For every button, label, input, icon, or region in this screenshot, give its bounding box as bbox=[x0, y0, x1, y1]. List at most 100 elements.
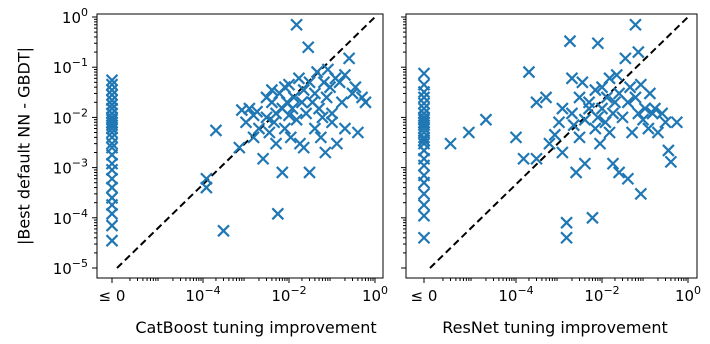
data-point bbox=[265, 83, 279, 97]
data-point bbox=[612, 166, 626, 179]
y-axis-label: |Best default NN - GBDT| bbox=[15, 47, 34, 245]
data-point bbox=[303, 166, 316, 179]
x-tick-label: 10−4 bbox=[185, 284, 220, 305]
data-point bbox=[105, 137, 119, 150]
data-point bbox=[105, 73, 119, 87]
data-point bbox=[260, 111, 273, 124]
data-point bbox=[556, 102, 569, 115]
data-point bbox=[263, 126, 276, 139]
data-point bbox=[308, 87, 322, 100]
x-tick-label-zero: ≤ 0 bbox=[99, 287, 126, 305]
data-point bbox=[247, 131, 260, 144]
data-point bbox=[301, 40, 315, 54]
data-point bbox=[256, 152, 270, 166]
data-point bbox=[563, 34, 577, 48]
data-point bbox=[284, 131, 298, 144]
data-point bbox=[349, 80, 362, 94]
data-point bbox=[509, 131, 523, 144]
data-point bbox=[297, 83, 311, 97]
data-point bbox=[209, 124, 223, 137]
data-point bbox=[629, 91, 642, 104]
data-point bbox=[359, 96, 372, 109]
data-point bbox=[330, 137, 344, 150]
data-point bbox=[648, 102, 662, 115]
data-point bbox=[664, 155, 678, 169]
data-point bbox=[276, 166, 289, 179]
data-point bbox=[593, 137, 607, 150]
data-point bbox=[417, 209, 431, 222]
data-point bbox=[517, 152, 530, 166]
y-tick-label: 10−5 bbox=[53, 257, 88, 278]
data-point bbox=[586, 211, 599, 225]
data-point bbox=[297, 141, 311, 154]
data-point bbox=[417, 198, 431, 212]
data-point bbox=[417, 134, 431, 147]
data-point bbox=[287, 91, 301, 104]
data-point bbox=[417, 85, 431, 99]
data-point bbox=[417, 187, 431, 201]
data-point bbox=[670, 115, 684, 129]
data-point bbox=[325, 115, 339, 129]
data-point bbox=[333, 76, 346, 89]
data-point bbox=[292, 72, 306, 85]
data-point bbox=[655, 107, 669, 120]
data-point bbox=[548, 128, 562, 142]
plot-frame bbox=[96, 13, 384, 279]
data-point bbox=[591, 36, 605, 50]
data-point bbox=[338, 122, 352, 135]
data-point bbox=[556, 146, 569, 159]
data-point bbox=[619, 52, 632, 65]
data-point bbox=[589, 83, 602, 97]
data-point bbox=[346, 87, 359, 100]
left-panel: ≤ 0 10−4 10−2 100 10−5 10−4 10−3 10−2 10−1 100 bbox=[53, 6, 388, 305]
y-tick-label: 100 bbox=[62, 6, 88, 27]
data-point bbox=[539, 91, 553, 104]
data-point bbox=[417, 67, 431, 80]
data-point bbox=[565, 72, 579, 85]
data-point bbox=[233, 141, 246, 154]
data-point bbox=[616, 111, 629, 124]
data-point bbox=[105, 78, 119, 91]
data-point bbox=[417, 176, 431, 189]
data-point bbox=[600, 91, 614, 104]
data-point bbox=[530, 96, 543, 109]
data-point bbox=[290, 18, 303, 32]
data-point bbox=[625, 126, 639, 139]
data-point bbox=[278, 122, 292, 135]
data-point bbox=[530, 152, 543, 166]
data-point bbox=[105, 126, 119, 139]
data-point bbox=[479, 113, 493, 126]
data-point bbox=[606, 107, 620, 120]
right-panel: ≤ 0 10−4 10−2 100 bbox=[401, 13, 701, 305]
data-point bbox=[642, 122, 655, 135]
data-point bbox=[323, 80, 337, 94]
data-point bbox=[314, 131, 328, 144]
data-point bbox=[560, 231, 573, 245]
right-x-axis-label: ResNet tuning improvement bbox=[442, 318, 668, 337]
x-tick-label: 100 bbox=[362, 284, 388, 305]
data-point bbox=[603, 126, 616, 139]
data-point bbox=[634, 187, 648, 201]
data-point bbox=[105, 219, 119, 232]
data-point bbox=[636, 113, 650, 126]
data-point bbox=[269, 137, 283, 150]
y-tick-label: 10−3 bbox=[53, 157, 88, 178]
data-point bbox=[312, 102, 326, 115]
data-point bbox=[417, 231, 431, 245]
data-point bbox=[105, 207, 119, 221]
data-point bbox=[462, 126, 476, 139]
data-point bbox=[335, 96, 349, 109]
data-point bbox=[623, 80, 637, 94]
left-x-axis-label: CatBoost tuning improvement bbox=[135, 318, 376, 337]
data-point bbox=[417, 97, 431, 110]
data-point bbox=[610, 68, 624, 82]
data-point bbox=[662, 144, 675, 157]
data-point bbox=[271, 207, 285, 221]
data-point bbox=[659, 115, 672, 129]
data-point bbox=[573, 91, 586, 104]
data-point bbox=[105, 88, 119, 102]
data-point bbox=[444, 137, 457, 150]
data-point bbox=[621, 96, 635, 109]
data-point bbox=[560, 216, 573, 229]
